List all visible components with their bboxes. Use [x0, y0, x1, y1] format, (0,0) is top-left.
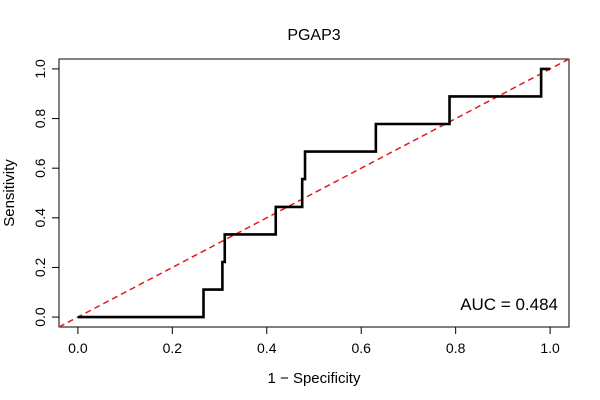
y-axis: 0.0 0.2 0.4 0.6 0.8 1.0 [32, 59, 60, 327]
y-tick-label: 0.8 [32, 109, 48, 129]
y-axis-label: Sensitivity [1, 159, 18, 227]
roc-curve-line [77, 67, 551, 319]
x-axis-label: 1 − Specificity [268, 370, 361, 387]
x-tick-label: 0.4 [257, 340, 277, 356]
y-tick-label: 0.4 [32, 208, 48, 228]
y-tick-label: 0.2 [32, 258, 48, 278]
plot-frame [58, 58, 570, 328]
auc-annotation: AUC = 0.484 [460, 295, 558, 314]
y-tick-label: 0.0 [32, 307, 48, 327]
reference-diagonal-line [58, 58, 570, 328]
chart-title: PGAP3 [287, 27, 340, 44]
x-tick-label: 0.0 [68, 340, 88, 356]
x-tick-label: 0.2 [163, 340, 183, 356]
series-layer [58, 58, 570, 328]
x-axis: 0.0 0.2 0.4 0.6 0.8 1.0 [68, 326, 560, 356]
x-tick-label: 0.6 [351, 340, 371, 356]
x-tick-label: 0.8 [446, 340, 466, 356]
y-tick-label: 0.6 [32, 158, 48, 178]
y-tick-label: 1.0 [32, 59, 48, 79]
x-tick-label: 1.0 [540, 340, 560, 356]
